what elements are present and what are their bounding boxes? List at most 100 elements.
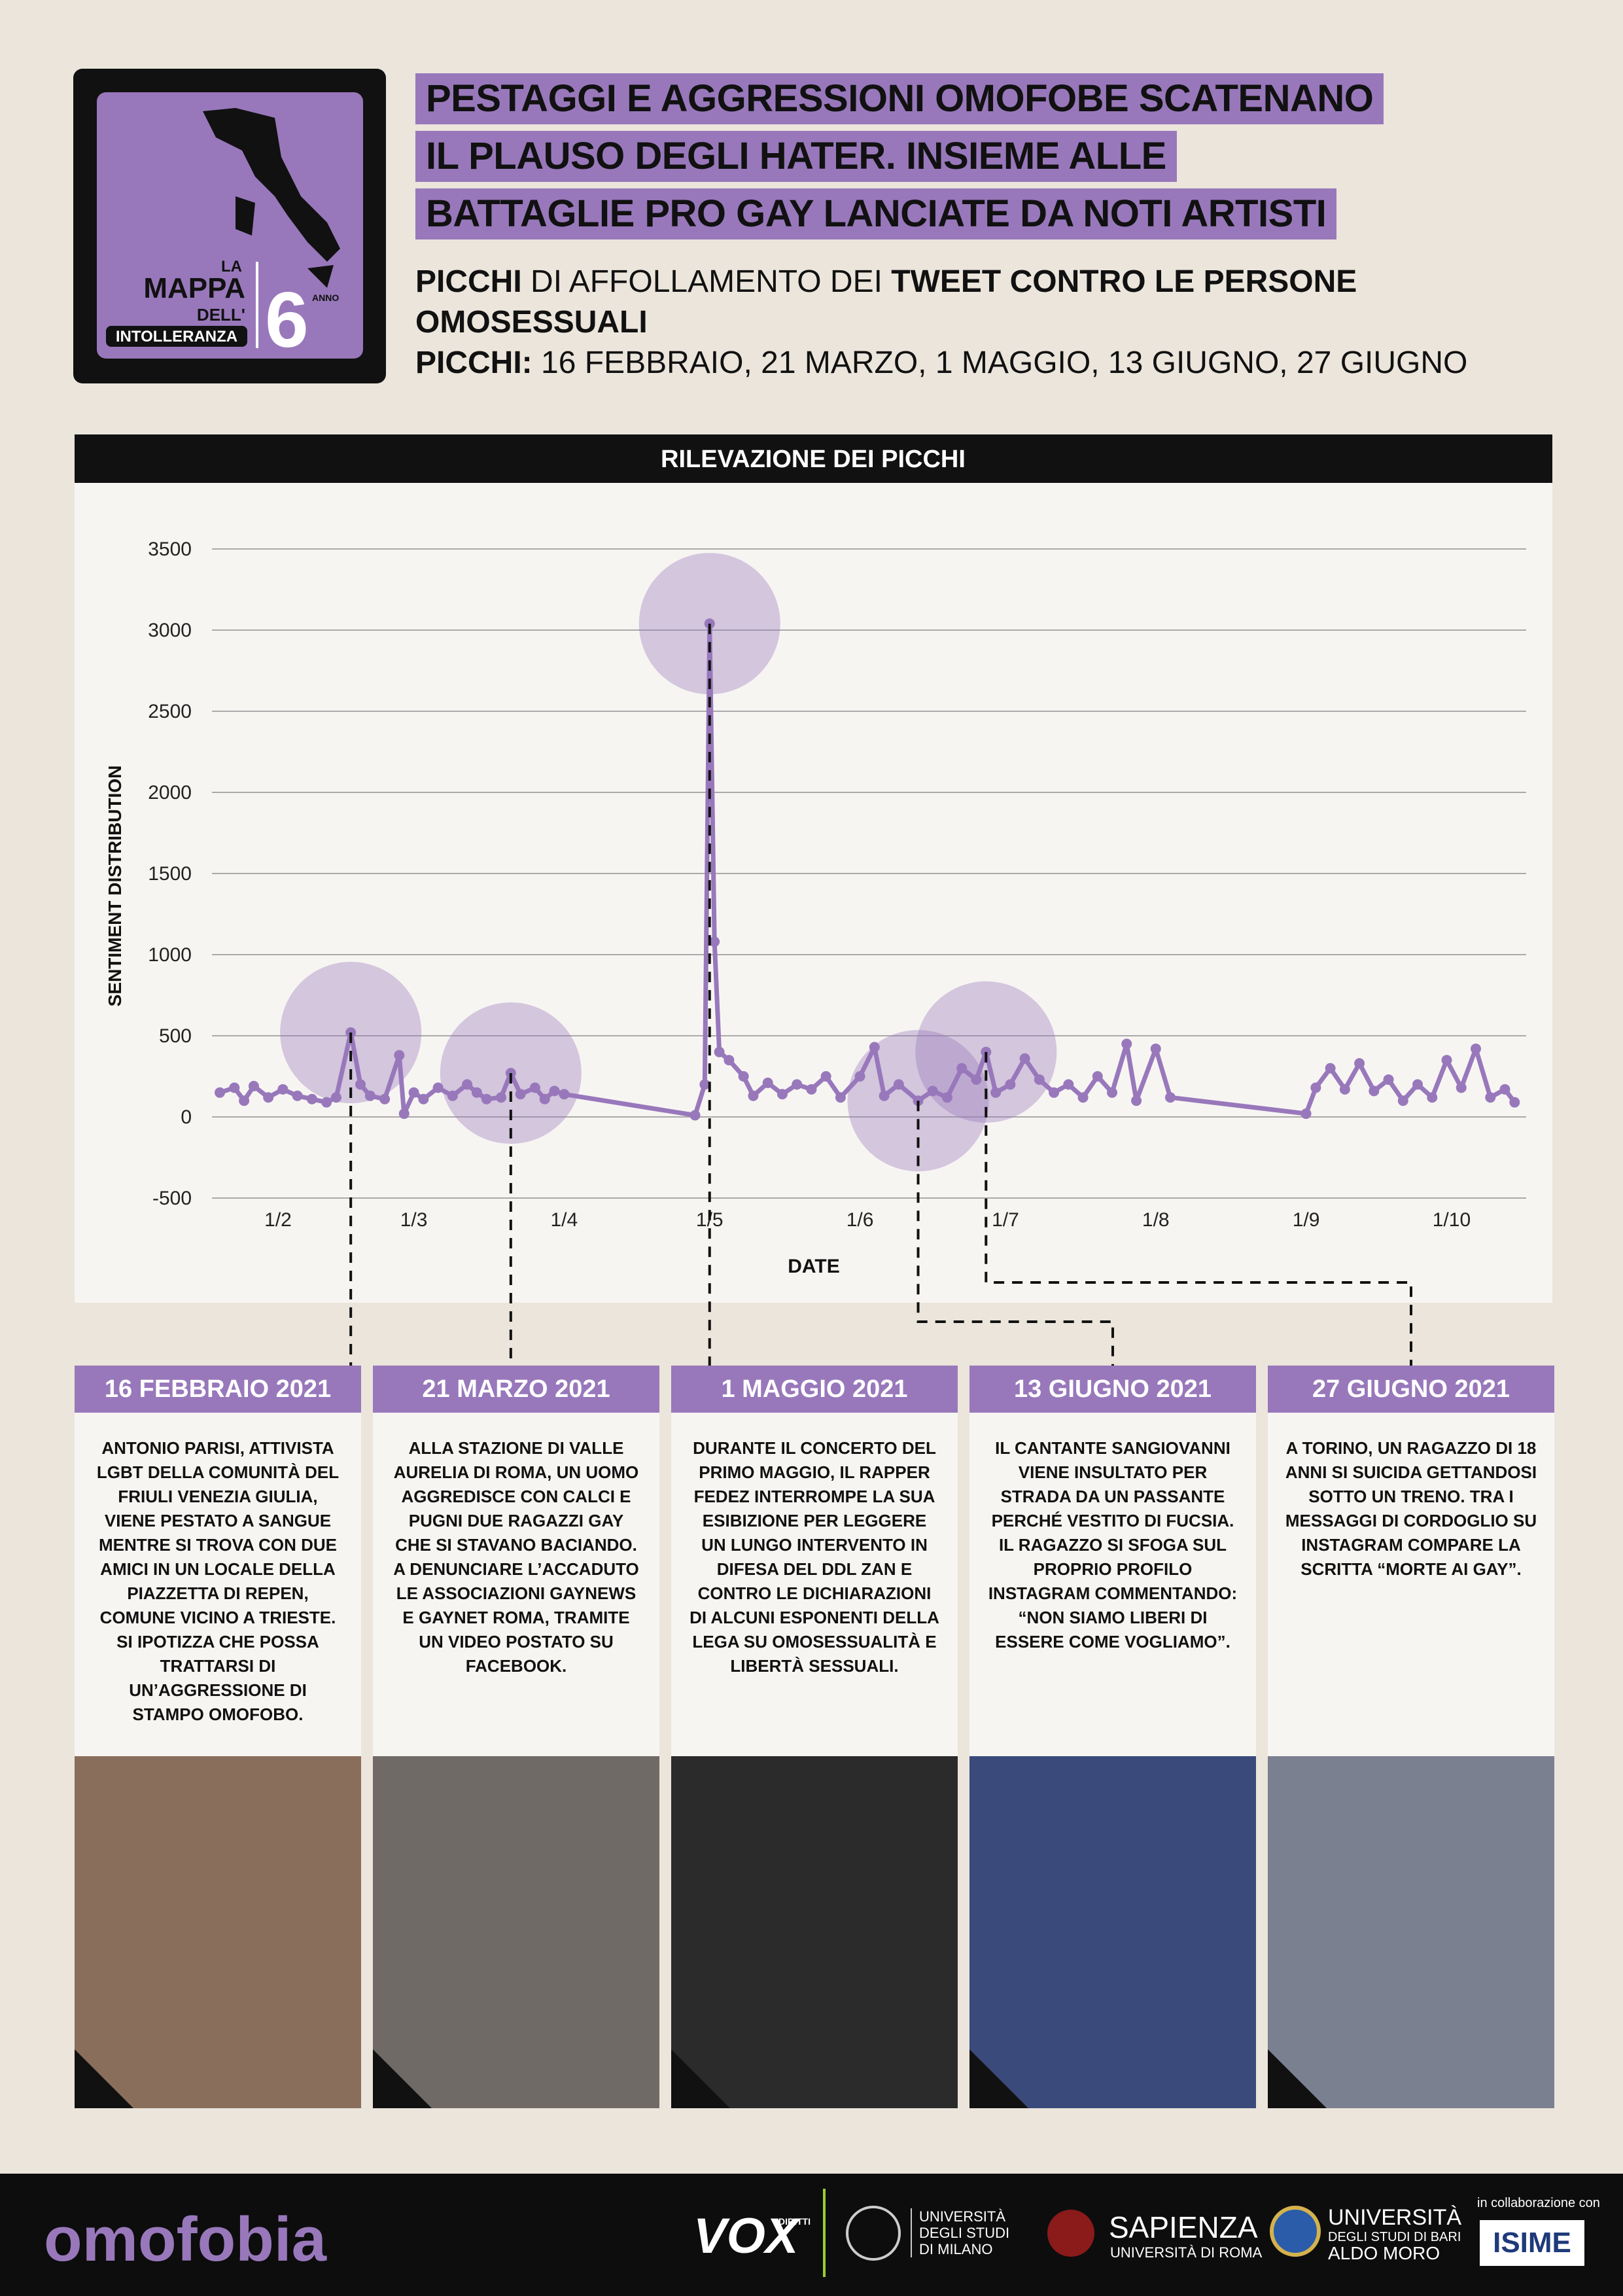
x-axis-label: DATE bbox=[788, 1256, 839, 1277]
data-point bbox=[1354, 1058, 1365, 1069]
data-point bbox=[1310, 1082, 1321, 1093]
data-point bbox=[1427, 1092, 1438, 1103]
subtitle-part: PICCHI bbox=[415, 264, 522, 299]
data-point bbox=[292, 1090, 303, 1101]
card-photo bbox=[671, 1756, 958, 2108]
title-block: PESTAGGI E AGGRESSIONI OMOFOBE SCATENANO… bbox=[415, 73, 1384, 246]
data-point bbox=[1131, 1095, 1142, 1106]
y-tick-label: 3000 bbox=[148, 620, 192, 641]
logo-inner bbox=[97, 92, 363, 359]
card-header bbox=[671, 1366, 958, 1413]
data-point bbox=[277, 1084, 288, 1095]
logo-uniba: DEGLI STUDI DI BARI bbox=[1328, 2230, 1461, 2244]
logo-text: LA bbox=[221, 258, 242, 275]
data-point bbox=[709, 936, 720, 947]
data-point bbox=[1369, 1086, 1380, 1097]
photo-corner bbox=[75, 2049, 133, 2108]
y-tick-label: 1000 bbox=[148, 944, 192, 966]
logo-uniba: ALDO MORO bbox=[1328, 2243, 1440, 2263]
card-date: 1 MAGGIO 2021 bbox=[721, 1375, 908, 1403]
connector bbox=[985, 1051, 1412, 1366]
data-point bbox=[956, 1063, 968, 1074]
card-date: 27 GIUGNO 2021 bbox=[1312, 1375, 1510, 1403]
data-point bbox=[408, 1087, 419, 1098]
data-point bbox=[394, 1050, 405, 1061]
photo-corner bbox=[671, 2049, 730, 2108]
subtitle-line: PICCHI DI AFFOLLAMENTO DEI TWEET CONTRO … bbox=[415, 262, 1554, 343]
cards bbox=[75, 624, 1554, 2108]
footer bbox=[0, 2174, 1623, 2296]
chart-title: RILEVAZIONE DEI PICCHI bbox=[661, 446, 966, 473]
data-point bbox=[495, 1092, 506, 1103]
data-point bbox=[1397, 1095, 1408, 1106]
data-point bbox=[777, 1089, 788, 1100]
data-point bbox=[869, 1042, 880, 1053]
card-photo bbox=[969, 1756, 1256, 2108]
y-tick-label: 0 bbox=[181, 1106, 192, 1128]
data-point bbox=[724, 1055, 735, 1066]
data-point bbox=[229, 1082, 240, 1093]
subtitle-part: 16 FEBBRAIO, 21 MARZO, 1 MAGGIO, 13 GIUG… bbox=[541, 345, 1468, 380]
data-point bbox=[879, 1090, 890, 1101]
logo-unimi: UNIVERSITÀ bbox=[919, 2208, 1005, 2225]
italy-map bbox=[203, 108, 340, 288]
data-point bbox=[762, 1077, 773, 1088]
data-point bbox=[1471, 1043, 1482, 1054]
data-point bbox=[248, 1080, 259, 1091]
data-point bbox=[364, 1090, 375, 1101]
y-tick-label: 2500 bbox=[148, 701, 192, 722]
y-tick-label: 2000 bbox=[148, 782, 192, 804]
logo-sapienza: UNIVERSITÀ DI ROMA bbox=[1110, 2244, 1263, 2261]
data-point bbox=[792, 1079, 803, 1090]
card-text: IL CANTANTE SANGIOVANNI VIENE INSULTATO … bbox=[988, 1438, 1238, 1651]
data-point bbox=[1456, 1082, 1467, 1093]
data-point bbox=[971, 1074, 982, 1085]
uniba-seal bbox=[1270, 2206, 1321, 2257]
data-point bbox=[689, 1110, 701, 1121]
data-point bbox=[893, 1079, 904, 1090]
card-date: 16 FEBBRAIO 2021 bbox=[104, 1375, 332, 1403]
card-header bbox=[75, 1366, 361, 1413]
x-tick-label: 1/9 bbox=[1293, 1209, 1320, 1231]
x-tick-label: 1/10 bbox=[1433, 1209, 1471, 1231]
logo-uniba: UNIVERSITÀ bbox=[1328, 2205, 1461, 2230]
data-point bbox=[941, 1092, 952, 1103]
subtitle-part: TWEET CONTRO LE PERSONE OMOSESSUALI bbox=[415, 264, 1357, 340]
subtitle-part: PICCHI: bbox=[415, 345, 532, 380]
chart-panel bbox=[75, 434, 1552, 1303]
data-point bbox=[1034, 1074, 1045, 1085]
title-line: IL PLAUSO DEGLI HATER. INSIEME ALLE bbox=[415, 131, 1384, 182]
data-point bbox=[1092, 1071, 1103, 1082]
y-tick-label: 3500 bbox=[148, 539, 192, 560]
data-point bbox=[748, 1090, 759, 1101]
data-point bbox=[398, 1108, 410, 1120]
data-point bbox=[1485, 1092, 1496, 1103]
photo-corner bbox=[373, 2049, 432, 2108]
title-text: PESTAGGI E AGGRESSIONI OMOFOBE SCATENANO bbox=[415, 73, 1384, 124]
data-point bbox=[355, 1079, 366, 1090]
data-point bbox=[1077, 1092, 1089, 1103]
connector bbox=[916, 1101, 1114, 1366]
data-point bbox=[1107, 1087, 1118, 1098]
data-point bbox=[1005, 1079, 1016, 1090]
data-point bbox=[1499, 1084, 1510, 1095]
photo-corner bbox=[969, 2049, 1028, 2108]
data-point bbox=[539, 1093, 550, 1104]
subtitle-part: DI AFFOLLAMENTO DEI bbox=[531, 264, 882, 299]
title-line: BATTAGLIE PRO GAY LANCIATE DA NOTI ARTIS… bbox=[415, 188, 1384, 239]
logo-text: ANNO bbox=[312, 292, 339, 303]
data-point bbox=[1049, 1087, 1060, 1098]
data-point bbox=[990, 1087, 1002, 1098]
data-point bbox=[379, 1093, 391, 1104]
data-point bbox=[1441, 1055, 1452, 1066]
data-point bbox=[515, 1089, 526, 1100]
data-point bbox=[1509, 1097, 1520, 1108]
data-point bbox=[1063, 1079, 1074, 1090]
y-tick-label: 500 bbox=[159, 1025, 192, 1047]
data-point bbox=[927, 1086, 938, 1097]
data-point bbox=[321, 1097, 332, 1108]
card-text: DURANTE IL CONCERTO DEL PRIMO MAGGIO, IL… bbox=[689, 1438, 939, 1676]
title-line: PESTAGGI E AGGRESSIONI OMOFOBE SCATENANO bbox=[415, 73, 1384, 124]
